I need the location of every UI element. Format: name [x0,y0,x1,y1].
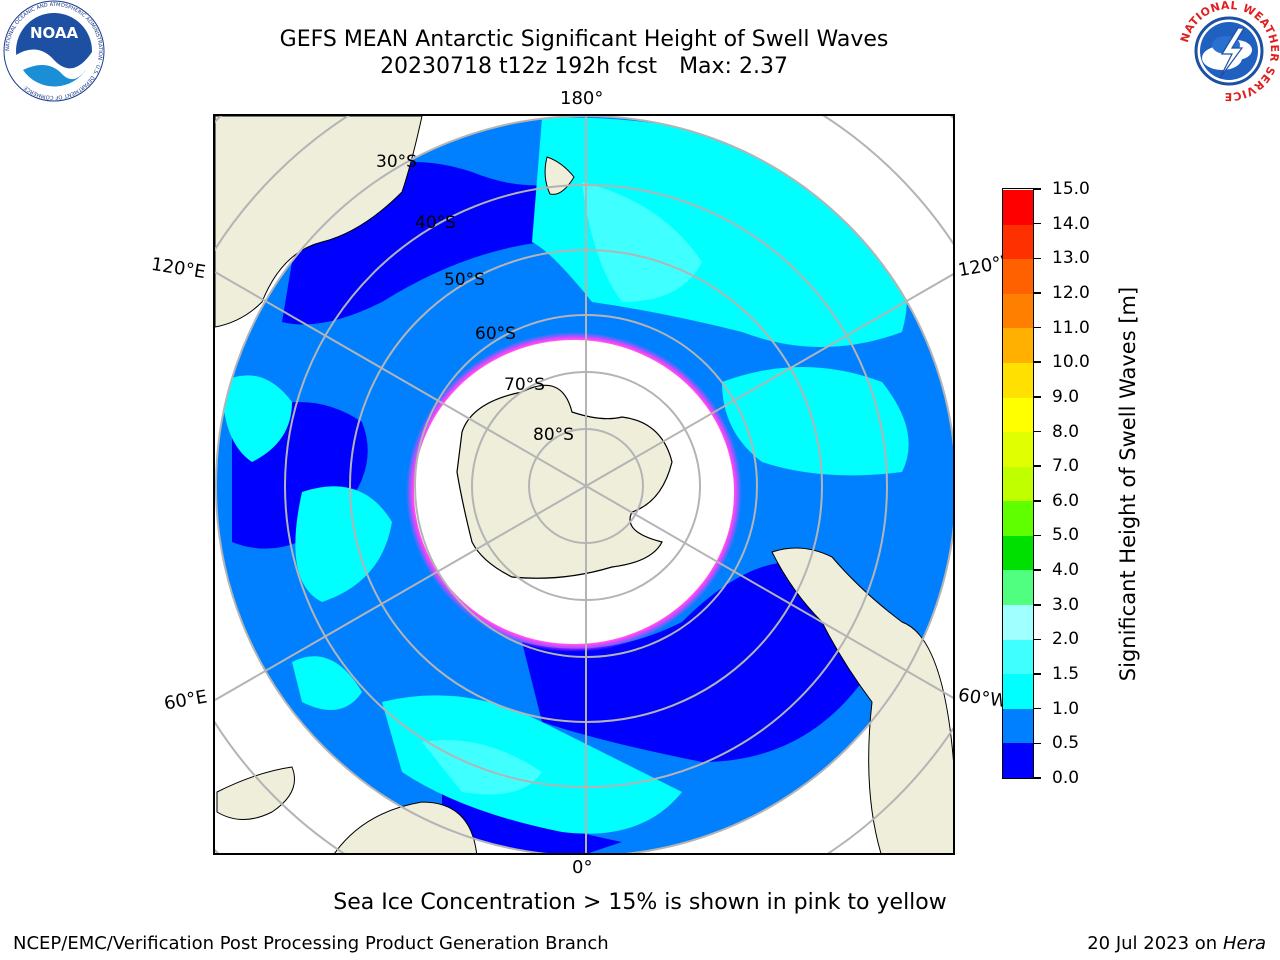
colorbar-tick [1034,638,1041,641]
colorbar-tick [1034,430,1041,433]
colorbar-cell [1003,397,1033,433]
colorbar-tick [1034,534,1041,537]
colorbar-tick-label: 11.0 [1052,317,1090,338]
colorbar-cell [1003,708,1033,744]
colorbar-cell [1003,639,1033,675]
lat-label-30s: 30°S [376,152,417,172]
footer-date-text: 20 Jul 2023 on [1087,933,1218,954]
colorbar-tick-label: 0.5 [1052,733,1080,754]
colorbar-tick-label: 5.0 [1052,525,1080,546]
nws-logo: NATIONAL WEATHER SERVICE [1178,0,1280,102]
colorbar-cell [1003,293,1033,329]
colorbar-cell [1003,258,1033,294]
lat-label-50s: 50°S [444,270,485,290]
colorbar-tick-label: 4.0 [1052,560,1080,581]
colorbar-tick-label: 13.0 [1052,248,1090,269]
footer-branch: NCEP/EMC/Verification Post Processing Pr… [13,933,609,954]
colorbar-tick-label: 14.0 [1052,213,1090,234]
colorbar-cell [1003,535,1033,571]
colorbar-cell [1003,466,1033,502]
colorbar [1002,188,1034,779]
lon-label-0: 0° [572,857,593,878]
colorbar-tick-label: 6.0 [1052,490,1080,511]
lon-label-180: 180° [560,88,604,109]
colorbar-tick [1034,292,1041,294]
footer-date: 20 Jul 2023 on Hera [1087,933,1266,954]
colorbar-tick-label: 1.0 [1052,698,1080,719]
australia-landmass [215,116,423,328]
swell-band-1.0-1.5 [722,367,909,476]
colorbar-cell [1003,431,1033,467]
noaa-logo-text: NOAA [30,24,79,42]
colorbar-cell [1003,604,1033,640]
lat-label-70s: 70°S [504,375,545,395]
madagascar-landmass [216,766,295,820]
colorbar-tick-label: 8.0 [1052,421,1080,442]
polar-map [213,114,955,855]
colorbar-tick [1034,500,1041,502]
colorbar-cell [1003,224,1033,260]
map-title: GEFS MEAN Antarctic Significant Height o… [279,27,889,52]
sea-ice-note: Sea Ice Concentration > 15% is shown in … [333,890,947,915]
colorbar-tick [1034,742,1041,745]
lon-label-120e: 120°E [149,253,208,284]
colorbar-tick-label: 7.0 [1052,456,1080,477]
colorbar-tick [1034,396,1041,398]
colorbar-tick [1034,569,1041,571]
lat-label-60s: 60°S [475,324,516,344]
swell-band-1.0-1.5 [382,695,682,834]
south-america-landmass [771,547,953,853]
colorbar-cell [1003,673,1033,709]
map-subtitle: 20230718 t12z 192h fcst Max: 2.37 [184,54,984,80]
swell-band-1.5-2.0 [422,740,542,795]
graticule [215,116,953,853]
colorbar-tick [1034,257,1041,260]
colorbar-tick [1034,777,1041,779]
colorbar-tick [1034,222,1041,225]
swell-band-1.0-1.5 [292,656,362,710]
colorbar-tick-label: 2.0 [1052,629,1080,650]
colorbar-tick-label: 10.0 [1052,352,1090,373]
colorbar-tick [1034,707,1041,710]
colorbar-tick [1034,673,1041,675]
colorbar-cell [1003,742,1033,778]
colorbar-tick [1034,465,1041,467]
colorbar-cell [1003,569,1033,606]
lat-label-40s: 40°S [415,213,456,233]
lon-label-60e: 60°E [162,686,209,715]
footer-machine: Hera [1222,933,1266,954]
colorbar-cell [1003,189,1033,225]
colorbar-tick-label: 1.5 [1052,664,1080,685]
colorbar-tick-label: 15.0 [1052,179,1090,199]
colorbar-tick [1034,188,1041,190]
colorbar-tick-label: 3.0 [1052,594,1080,615]
colorbar-tick-label: 9.0 [1052,386,1080,407]
colorbar-cell [1003,500,1033,536]
colorbar-cell [1003,327,1033,363]
swell-band-1.5-2.0 [582,182,702,302]
polar-map-canvas [215,116,953,853]
colorbar-tick [1034,604,1041,606]
africa-landmass [334,801,477,853]
noaa-logo: NOAA NATIONAL OCEANIC AND ATMOSPHERIC AD… [3,0,105,102]
colorbar-tick-label: 0.0 [1052,768,1080,788]
colorbar-cell [1003,362,1033,398]
swell-band-1.0-1.5 [222,375,292,462]
colorbar-tick [1034,361,1041,363]
colorbar-title: Significant Height of Swell Waves [m] [1116,286,1140,682]
forecast-run: 20230718 t12z 192h fcst [380,54,658,79]
colorbar-tick [1034,326,1041,329]
lat-label-80s: 80°S [533,425,574,445]
max-value: Max: 2.37 [679,54,788,79]
colorbar-tick-label: 12.0 [1052,282,1090,303]
swell-band-1.0-1.5 [295,486,392,602]
swell-band-0-0.5 [522,562,862,762]
